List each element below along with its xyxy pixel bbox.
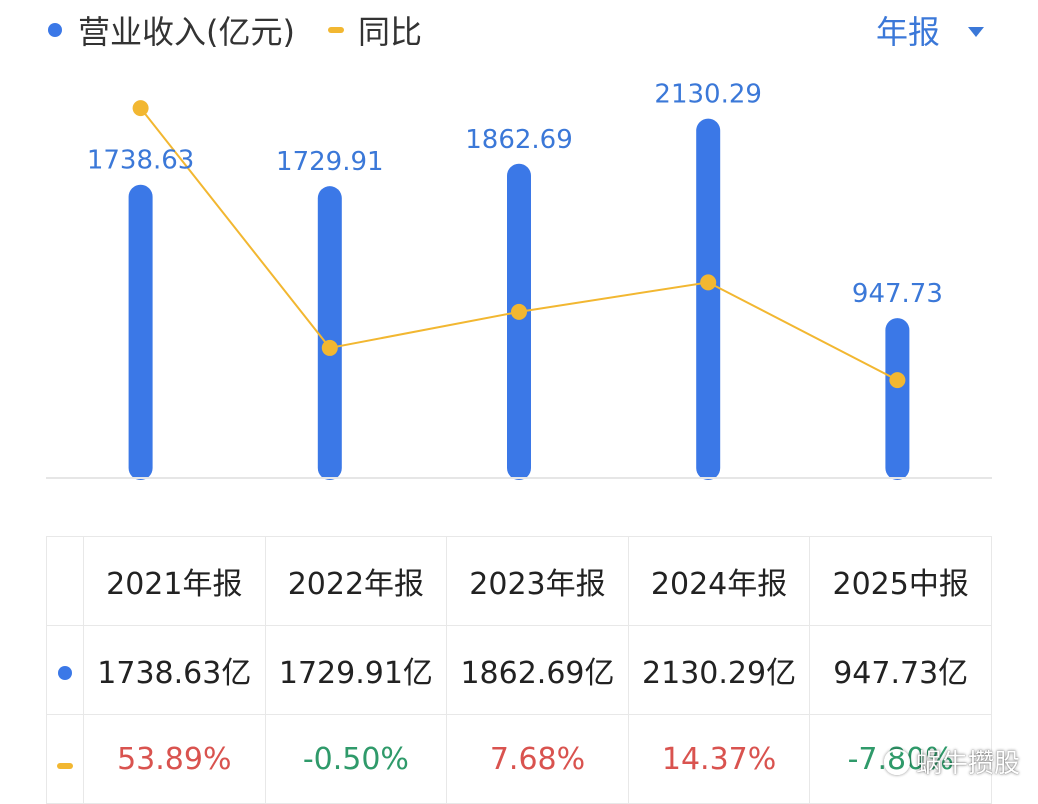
revenue-cell: 1862.69亿 <box>446 625 629 715</box>
legend-yoy-label: 同比 <box>358 13 423 51</box>
revenue-bar[interactable] <box>885 318 910 480</box>
revenue-bar[interactable] <box>128 184 153 480</box>
yoy-point[interactable] <box>321 339 338 356</box>
revenue-dot-icon <box>58 665 72 680</box>
bar-value-label: 1862.69 <box>465 125 573 155</box>
watermark: 蜗牛攒股 <box>883 743 1020 780</box>
legend-revenue-label: 营业收入(亿元) <box>78 13 295 51</box>
data-table: 2021年报 2022年报 2023年报 2024年报 2025中报 1738.… <box>46 536 992 804</box>
legend-revenue[interactable]: 营业收入(亿元) <box>48 8 295 52</box>
table-header-cell: 2023年报 <box>446 536 629 626</box>
chart-header: 营业收入(亿元) 同比 年报 <box>0 0 1038 70</box>
yoy-point[interactable] <box>132 100 149 117</box>
yoy-cell: 7.68% <box>446 714 629 804</box>
bar-value-label: 1738.63 <box>87 146 195 176</box>
table-header-row: 2021年报 2022年报 2023年报 2024年报 2025中报 <box>46 536 992 626</box>
yoy-cell: -0.50% <box>264 714 448 804</box>
line-layer <box>132 100 906 389</box>
legend-yoy[interactable]: 同比 <box>328 8 422 52</box>
revenue-bar[interactable] <box>317 186 342 481</box>
period-dropdown[interactable]: 年报 <box>876 8 984 52</box>
table-header-cell: 2025中报 <box>809 536 992 626</box>
table-row-yoy: 53.89% -0.50% 7.68% 14.37% -7.80% <box>46 714 992 804</box>
revenue-cell: 947.73亿 <box>809 625 992 715</box>
yoy-point[interactable] <box>700 274 717 291</box>
table-header-cell: 2024年报 <box>627 536 811 626</box>
header-mark-cell <box>46 536 84 626</box>
bar-value-label: 1729.91 <box>276 147 384 177</box>
yoy-point[interactable] <box>511 303 527 320</box>
legend-dot-icon <box>48 23 62 37</box>
period-dropdown-label: 年报 <box>875 13 940 51</box>
revenue-bar[interactable] <box>507 163 531 481</box>
table-row-revenue: 1738.63亿 1729.91亿 1862.69亿 2130.29亿 947.… <box>46 625 992 715</box>
weibo-icon <box>883 748 910 775</box>
table-header-cell: 2022年报 <box>264 536 448 626</box>
caret-down-icon <box>968 27 984 37</box>
yoy-dash-icon <box>57 762 73 769</box>
revenue-cell: 1729.91亿 <box>264 625 448 715</box>
revenue-chart: 1738.63 1729.91 1862.69 2130.29 947.73 <box>46 80 992 481</box>
bar-value-label: 947.73 <box>852 279 943 309</box>
watermark-text: 蜗牛攒股 <box>915 749 1020 779</box>
revenue-bar[interactable] <box>696 118 721 480</box>
revenue-cell: 2130.29亿 <box>627 625 811 715</box>
revenue-cell: 1738.63亿 <box>83 625 266 715</box>
yoy-cell: 53.89% <box>83 714 266 804</box>
yoy-cell: 14.37% <box>627 714 811 804</box>
yoy-mark-cell <box>46 714 84 804</box>
yoy-point[interactable] <box>889 372 906 389</box>
table-header-cell: 2021年报 <box>83 536 266 626</box>
legend-dash-icon <box>328 27 344 33</box>
bars-layer <box>128 118 910 481</box>
labels-layer: 1738.63 1729.91 1862.69 2130.29 947.73 <box>87 80 943 309</box>
revenue-mark-cell <box>46 625 84 715</box>
bar-value-label: 2130.29 <box>654 80 762 110</box>
